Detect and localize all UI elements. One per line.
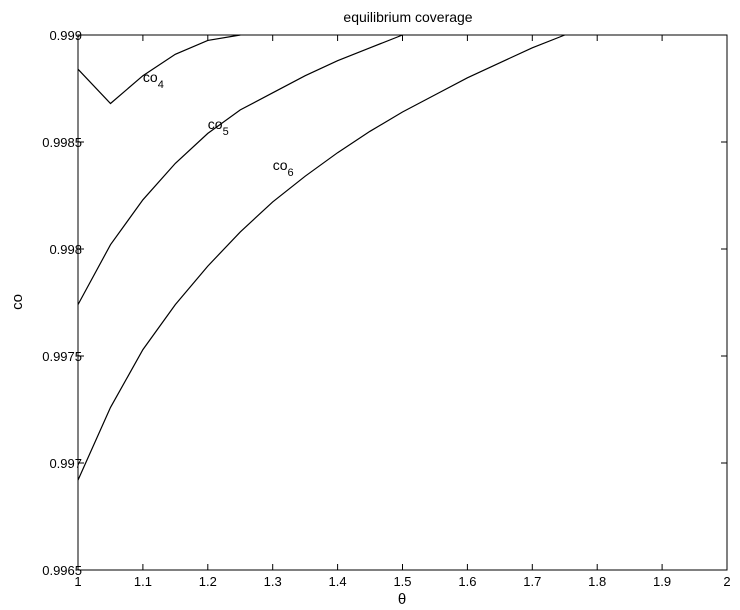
y-tick-label: 0.998 xyxy=(49,242,82,257)
series-line-co5 xyxy=(77,34,403,305)
x-tick-label: 1.9 xyxy=(653,574,671,589)
y-tick-label: 0.997 xyxy=(49,456,82,471)
series-label-co4: co4 xyxy=(143,69,164,91)
x-tick-label: 1.3 xyxy=(264,574,282,589)
series-label-co6: co6 xyxy=(273,157,294,179)
y-tick-label: 0.999 xyxy=(49,28,82,43)
x-tick-label: 2 xyxy=(723,574,730,589)
y-axis: 0.9965 0.997 0.9975 0.998 0.9985 0.999 xyxy=(42,28,727,578)
x-tick-label: 1 xyxy=(74,574,81,589)
x-tick-label: 1.5 xyxy=(393,574,411,589)
y-tick-label: 0.9975 xyxy=(42,349,82,364)
x-tick-label: 1.8 xyxy=(588,574,606,589)
x-tick-label: 1.2 xyxy=(199,574,217,589)
y-tick-label: 0.9985 xyxy=(42,135,82,150)
x-tick-label: 1.1 xyxy=(134,574,152,589)
x-tick-label: 1.6 xyxy=(458,574,476,589)
x-tick-label: 1.7 xyxy=(523,574,541,589)
y-tick-label: 0.9965 xyxy=(42,563,82,578)
series-layer: co4 co5 co6 xyxy=(77,34,566,481)
y-axis-label: co xyxy=(9,294,26,310)
x-axis-label: θ xyxy=(398,591,406,608)
x-tick-label: 1.4 xyxy=(329,574,347,589)
series-line-co4 xyxy=(77,34,241,105)
x-axis: 1 1.1 1.2 1.3 1.4 1.5 1.6 1.7 1.8 1.9 2 xyxy=(74,35,731,589)
series-line-co6 xyxy=(77,34,566,481)
plot-area xyxy=(77,34,728,571)
chart-title: equilibrium coverage xyxy=(343,9,472,25)
series-label-co5: co5 xyxy=(208,116,229,138)
